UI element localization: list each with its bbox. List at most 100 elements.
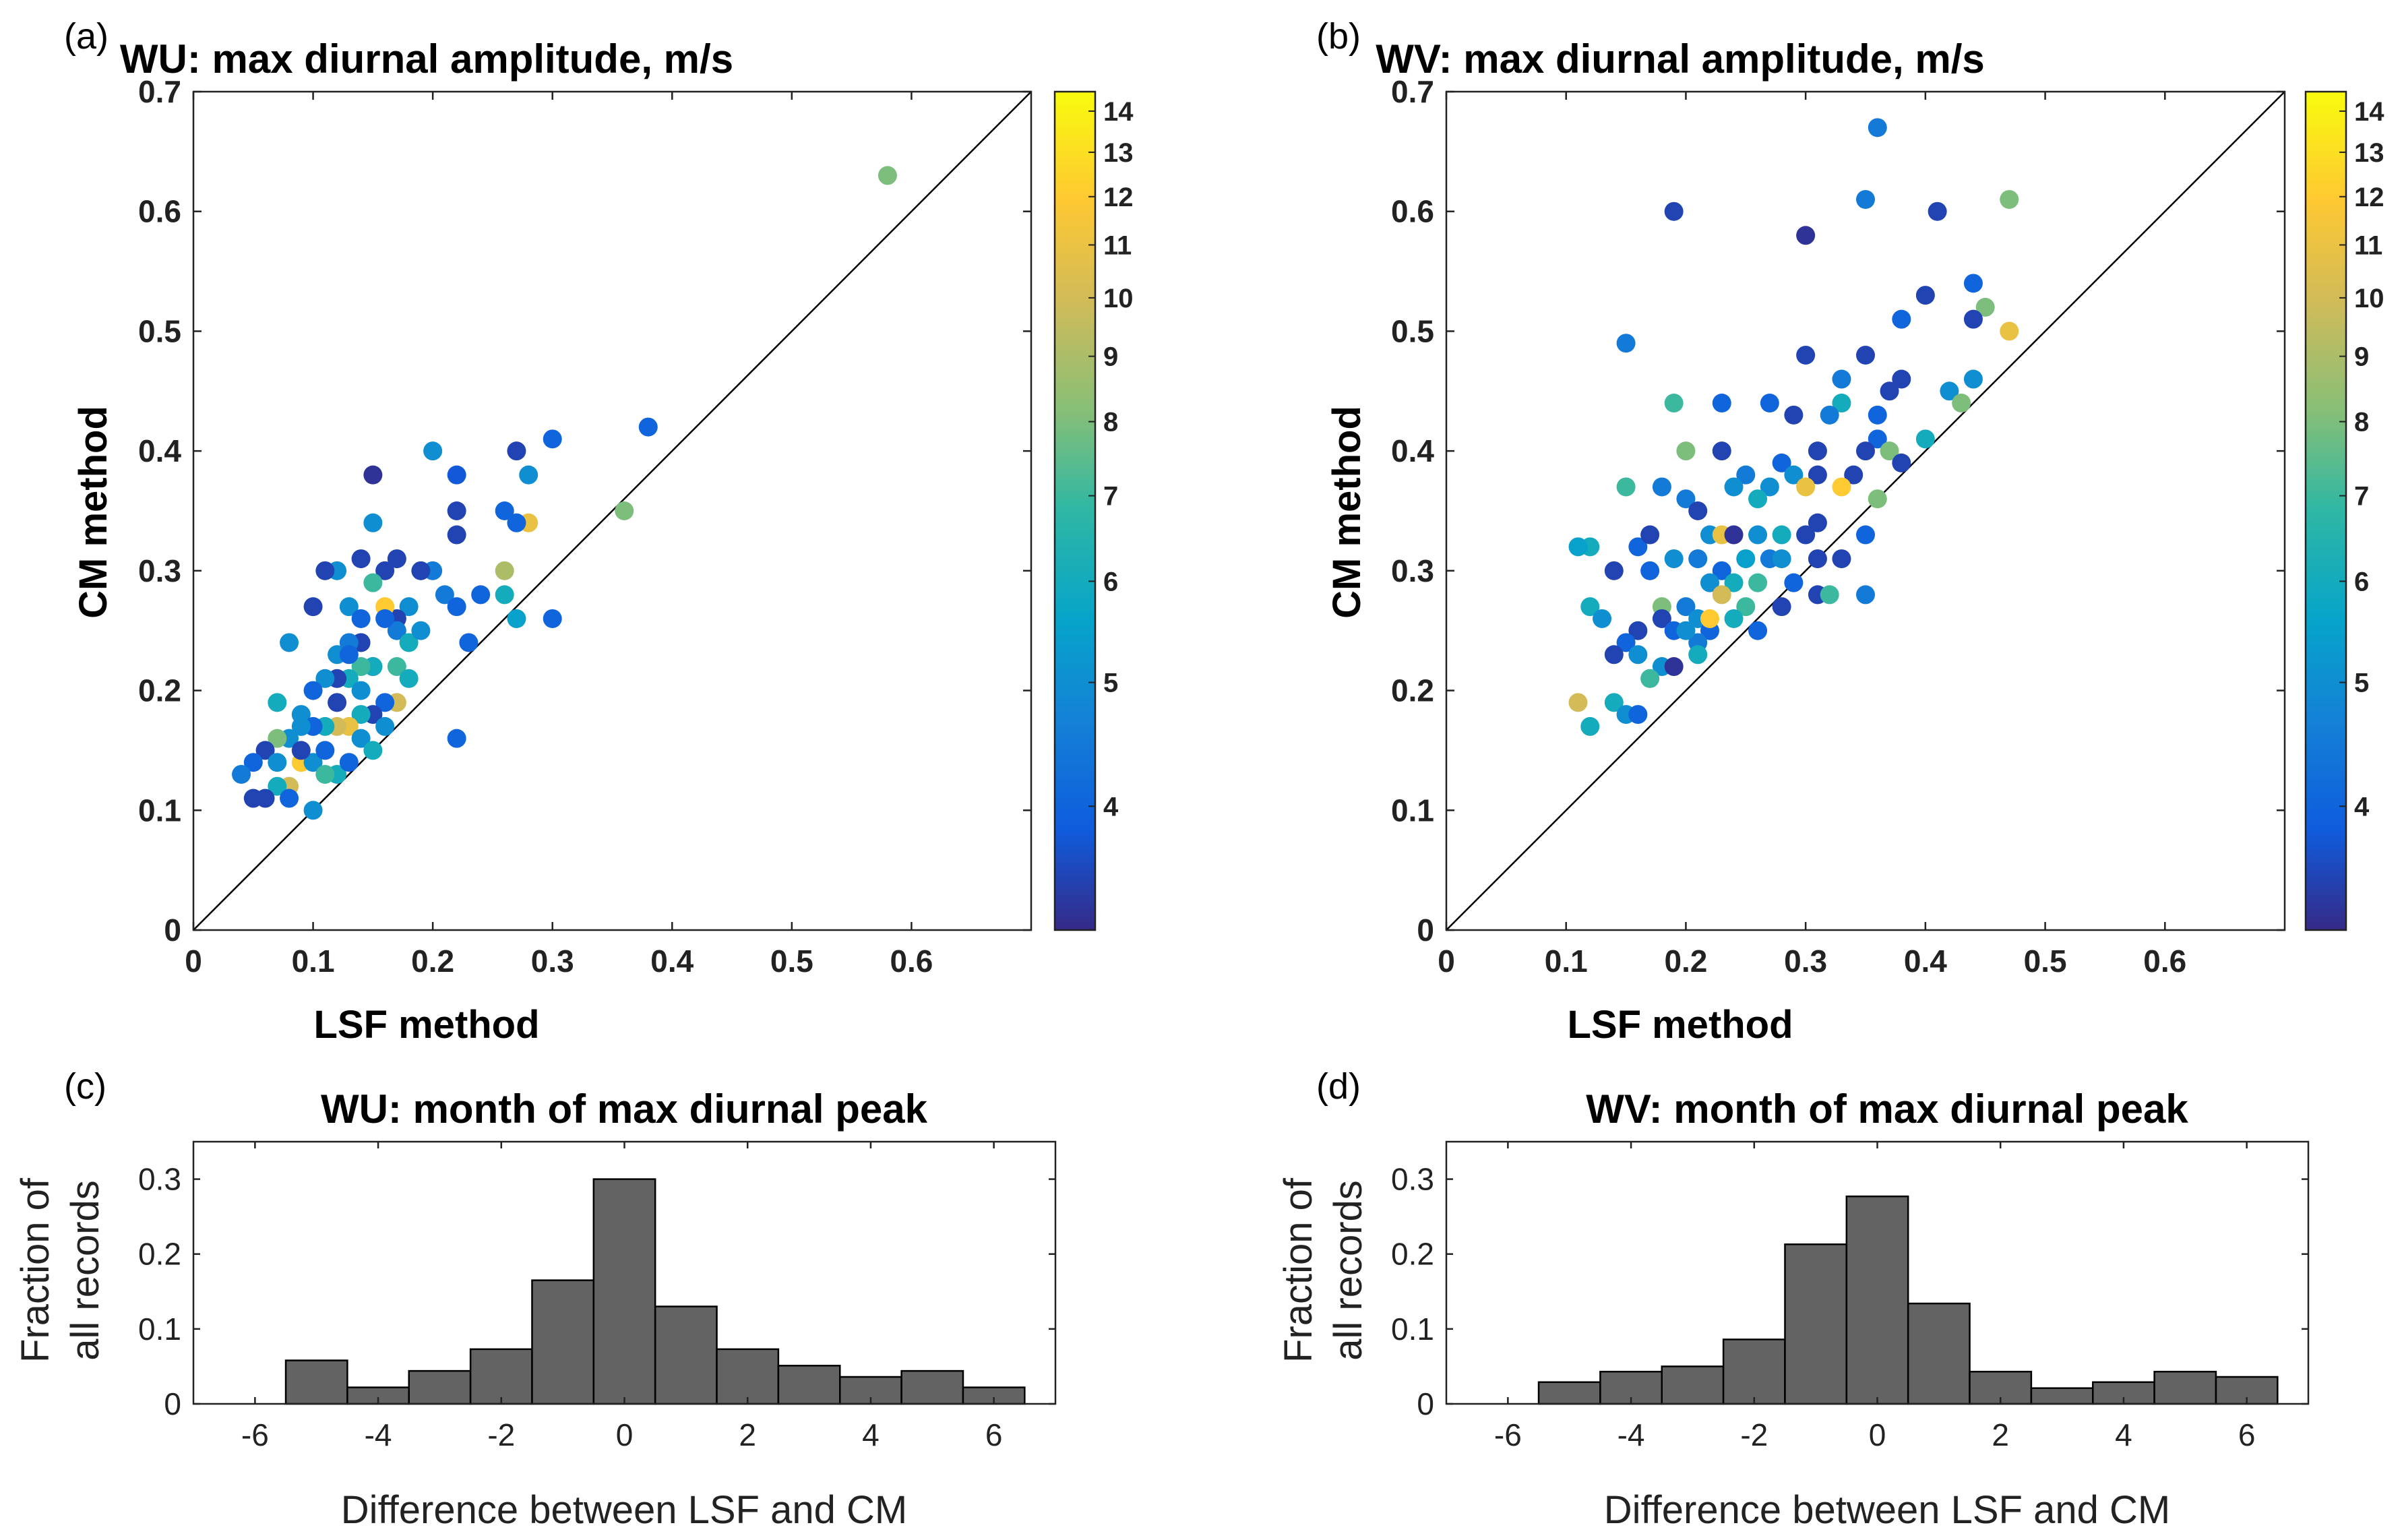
panel-b-point xyxy=(1604,561,1624,580)
panel-b-point xyxy=(1963,309,1983,329)
panel-c-xtick-label: 0 xyxy=(616,1417,634,1452)
panel-a-point xyxy=(315,561,335,580)
panel-d-xtick-label: 0 xyxy=(1869,1417,1886,1452)
panel-d-xtick-label: -6 xyxy=(1494,1417,1522,1452)
panel-d-xtick-label: -4 xyxy=(1618,1417,1645,1452)
panel-b-axes-box xyxy=(1445,90,2286,931)
panel-b-point xyxy=(1688,645,1708,665)
panel-a-point xyxy=(363,465,383,485)
panel-c-bar xyxy=(592,1178,656,1405)
panel-b-point xyxy=(1593,609,1612,628)
panel-a-point xyxy=(351,681,371,700)
panel-a-xtick-label: 0.5 xyxy=(770,944,813,979)
panel-a-point xyxy=(459,633,479,652)
panel-b-point xyxy=(1568,537,1588,557)
panel-a-ytick-label: 0.2 xyxy=(138,673,181,708)
panel-c-bar xyxy=(900,1369,964,1405)
panel-a-point xyxy=(315,741,335,760)
panel-c: (c) WU: month of max diurnal peak -6 -4 -2… xyxy=(13,1066,1057,1532)
panel-a-point xyxy=(243,753,263,772)
panel-a-point xyxy=(315,669,335,688)
panel-b-point xyxy=(1892,369,1911,389)
panel-b-point xyxy=(1772,549,1791,569)
panel-a-point xyxy=(423,441,443,461)
panel-a-plot-area: 0 0.1 0.2 0.3 0.4 0.5 0.6 0 0.1 0.2 0.3 0.4 0.5 0.6 0.… xyxy=(138,74,1033,979)
panel-b-point xyxy=(1880,441,1899,461)
panel-b-point xyxy=(1915,429,1935,449)
panel-c-bar xyxy=(654,1305,718,1405)
panel-a-point xyxy=(315,764,335,784)
panel-a-point xyxy=(291,741,311,760)
panel-a-colorbar-tick-label: 12 xyxy=(1103,183,1134,212)
panel-d-xtick-label: -2 xyxy=(1740,1417,1768,1452)
panel-a-point xyxy=(447,501,466,520)
panel-b-point xyxy=(1688,549,1708,569)
panel-b-point xyxy=(2000,321,2019,341)
panel-a-colorbar-tick-label: 5 xyxy=(1103,669,1118,698)
panel-b-point xyxy=(1784,465,1804,485)
panel-a-point xyxy=(363,741,383,760)
panel-b: (b) WV: max diurnal amplitude, m/s 0 0.1 0… xyxy=(1316,16,2384,1047)
panel-a-point xyxy=(638,417,658,437)
panel-b-point xyxy=(1868,489,1887,509)
panel-a-colorbar-tick-label: 4 xyxy=(1103,792,1119,822)
panel-a-point xyxy=(411,621,431,640)
panel-a-point xyxy=(363,573,383,592)
panel-b-colorbar-tick-label: 5 xyxy=(2354,669,2369,698)
panel-b-ytick-label: 0.3 xyxy=(1391,553,1434,588)
panel-b-point xyxy=(1676,621,1696,640)
panel-b-colorbar-tick-label: 10 xyxy=(2354,284,2384,313)
panel-b-ytick-label: 0.6 xyxy=(1391,194,1434,229)
panel-b-point xyxy=(1808,549,1827,569)
panel-a-ytick-label: 0.5 xyxy=(138,313,181,348)
panel-d-bar xyxy=(1537,1381,1601,1405)
panel-b-point xyxy=(1928,202,1947,221)
panel-a-point xyxy=(411,561,431,580)
panel-a-axes-box xyxy=(192,90,1033,931)
panel-b-xtick-label: 0.3 xyxy=(1784,944,1827,979)
panel-a-xtick-label: 0.4 xyxy=(650,944,694,979)
panel-d-ytick-label: 0.3 xyxy=(1391,1162,1434,1197)
panel-a-point xyxy=(339,753,359,772)
panel-b-colorbar-tick-label: 6 xyxy=(2354,567,2369,596)
panel-a-point xyxy=(303,597,323,617)
panel-b-xtick-label: 0.4 xyxy=(1904,944,1947,979)
panel-b-point xyxy=(1796,226,1816,245)
panel-c-ylabel-line2: all records xyxy=(63,1180,107,1361)
panel-b-point xyxy=(2000,189,2019,209)
panel-a-point xyxy=(351,657,371,677)
panel-b-point xyxy=(1700,609,1719,628)
panel-b-point xyxy=(1628,621,1648,640)
panel-b-plot-area: 0 0.1 0.2 0.3 0.4 0.5 0.6 0 0.1 0.2 0.3 0.4 0.5 0.6 0.… xyxy=(1391,74,2286,979)
panel-b-point xyxy=(1628,705,1648,725)
panel-b-point xyxy=(1736,597,1756,617)
panel-b-xtick-label: 0.1 xyxy=(1545,944,1588,979)
panel-b-point xyxy=(1832,394,1851,413)
panel-c-xlabel: Difference between LSF and CM xyxy=(341,1488,907,1532)
panel-c-ytick-label: 0.2 xyxy=(138,1237,181,1272)
panel-b-point xyxy=(1760,477,1779,497)
panel-a-point xyxy=(351,609,371,628)
panel-a-point xyxy=(243,789,263,808)
panel-b-point xyxy=(1724,477,1744,497)
panel-b-point xyxy=(1880,381,1899,401)
panel-b-ytick-label: 0.1 xyxy=(1391,793,1434,828)
panel-a-point xyxy=(519,465,538,485)
panel-b-colorbar-tick-label: 9 xyxy=(2354,342,2369,372)
panel-b-point xyxy=(1868,405,1887,425)
panel-a-point xyxy=(303,801,323,820)
panel-c-bar xyxy=(716,1348,780,1405)
panel-b-point xyxy=(1832,369,1851,389)
panel-b-ytick-label: 0.2 xyxy=(1391,673,1434,708)
panel-b-point xyxy=(1712,561,1731,580)
panel-b-point xyxy=(1844,465,1864,485)
panel-a-point xyxy=(447,597,466,617)
panel-a-point xyxy=(375,561,395,580)
panel-a-point xyxy=(877,166,897,185)
panel-a-ytick-label: 0.6 xyxy=(138,194,181,229)
panel-b-point xyxy=(1712,394,1731,413)
panel-d-bar xyxy=(2030,1387,2094,1405)
panel-c-xtick-label: 4 xyxy=(862,1417,880,1452)
panel-b-colorbar-tick-label: 7 xyxy=(2354,482,2369,512)
panel-a-point xyxy=(495,561,514,580)
